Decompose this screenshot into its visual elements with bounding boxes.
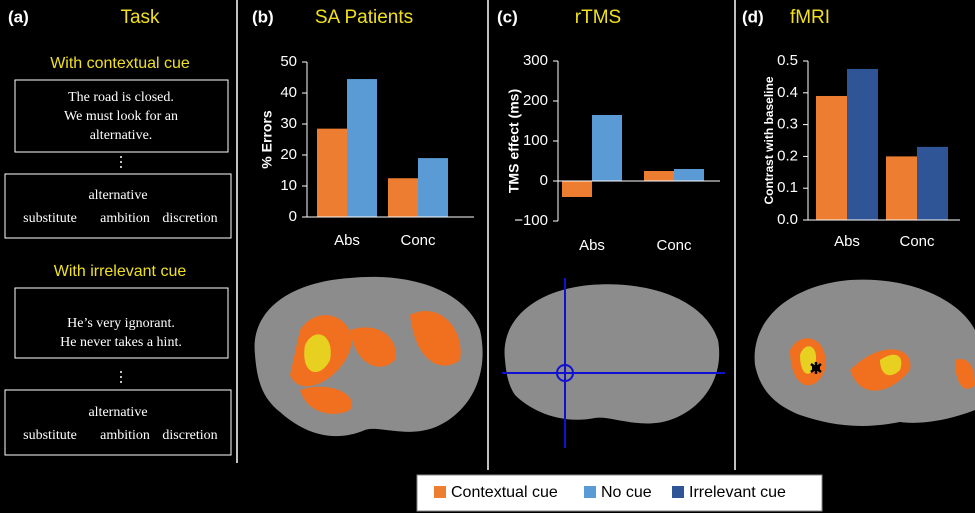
panel-label: (a) xyxy=(8,7,29,26)
bar xyxy=(886,156,917,220)
y-tick-label: 0.3 xyxy=(777,116,798,133)
y-tick-label: 300 xyxy=(523,52,548,69)
brain-image xyxy=(254,276,483,437)
context-box xyxy=(14,287,229,359)
brain-image xyxy=(502,278,725,448)
y-tick-label: −100 xyxy=(514,212,548,229)
chart-title: rTMS xyxy=(575,7,621,28)
bar xyxy=(562,181,592,197)
legend-swatch xyxy=(584,486,596,498)
section-heading: With contextual cue xyxy=(50,55,190,72)
panel-label: (c) xyxy=(497,7,518,26)
bar xyxy=(347,79,377,217)
y-tick-label: 0 xyxy=(540,172,548,189)
bar xyxy=(418,158,448,217)
panel-label: (d) xyxy=(742,7,764,26)
context-line: He’s very ignorant. xyxy=(67,316,175,331)
ellipsis xyxy=(120,371,122,383)
y-tick-label: 10 xyxy=(280,177,297,194)
bar xyxy=(644,171,674,181)
y-tick-label: 0.4 xyxy=(777,84,798,101)
y-tick-label: 200 xyxy=(523,92,548,109)
y-tick-label: 0.5 xyxy=(777,52,798,69)
y-axis-label: TMS effect (ms) xyxy=(506,89,522,193)
y-tick-label: 20 xyxy=(280,146,297,163)
x-tick-label: Conc xyxy=(899,233,935,250)
y-tick-label: 0.0 xyxy=(777,211,798,228)
x-tick-label: Conc xyxy=(656,237,692,254)
ellipsis xyxy=(120,156,122,168)
legend-swatch xyxy=(434,486,446,498)
choice-word: discretion xyxy=(162,211,217,226)
bar xyxy=(674,169,704,181)
x-tick-label: Abs xyxy=(834,233,860,250)
panel-label: (b) xyxy=(252,7,274,26)
bar xyxy=(816,95,847,220)
probe-word: alternative xyxy=(88,405,147,420)
context-box xyxy=(14,79,229,153)
choice-word: ambition xyxy=(100,211,150,226)
probe-word: alternative xyxy=(88,188,147,203)
context-line: We must look for an xyxy=(64,109,178,124)
chart-title: fMRI xyxy=(790,7,830,28)
x-tick-label: Conc xyxy=(400,232,436,249)
legend-label: Contextual cue xyxy=(451,484,558,501)
legend-box xyxy=(416,474,823,512)
choice-word: substitute xyxy=(23,211,77,226)
y-tick-label: 100 xyxy=(523,132,548,149)
y-axis-label: Contrast with baseline xyxy=(762,76,776,204)
bar xyxy=(917,146,948,220)
probe-box xyxy=(4,173,232,239)
bar xyxy=(388,178,418,217)
section-heading: With irrelevant cue xyxy=(54,263,187,280)
chart-title: SA Patients xyxy=(315,7,413,28)
y-tick-label: 50 xyxy=(280,53,297,70)
context-line: alternative. xyxy=(90,128,153,143)
y-tick-label: 0 xyxy=(289,208,297,225)
bar xyxy=(592,115,622,181)
bar xyxy=(847,68,878,220)
choice-word: ambition xyxy=(100,428,150,443)
legend-label: Irrelevant cue xyxy=(689,484,786,501)
panel-title: Task xyxy=(120,7,160,28)
bar xyxy=(317,128,347,217)
context-line: He never takes a hint. xyxy=(60,335,182,350)
y-axis-label: % Errors xyxy=(259,110,275,169)
x-tick-label: Abs xyxy=(579,237,605,254)
legend-swatch xyxy=(672,486,684,498)
choice-word: substitute xyxy=(23,428,77,443)
y-tick-label: 30 xyxy=(280,115,297,132)
y-tick-label: 0.2 xyxy=(777,147,798,164)
choice-word: discretion xyxy=(162,428,217,443)
legend-label: No cue xyxy=(601,484,652,501)
y-tick-label: 40 xyxy=(280,84,297,101)
probe-box xyxy=(4,389,232,456)
context-line: The road is closed. xyxy=(68,90,174,105)
x-tick-label: Abs xyxy=(334,232,360,249)
brain-image xyxy=(754,279,975,426)
y-tick-label: 0.1 xyxy=(777,179,798,196)
